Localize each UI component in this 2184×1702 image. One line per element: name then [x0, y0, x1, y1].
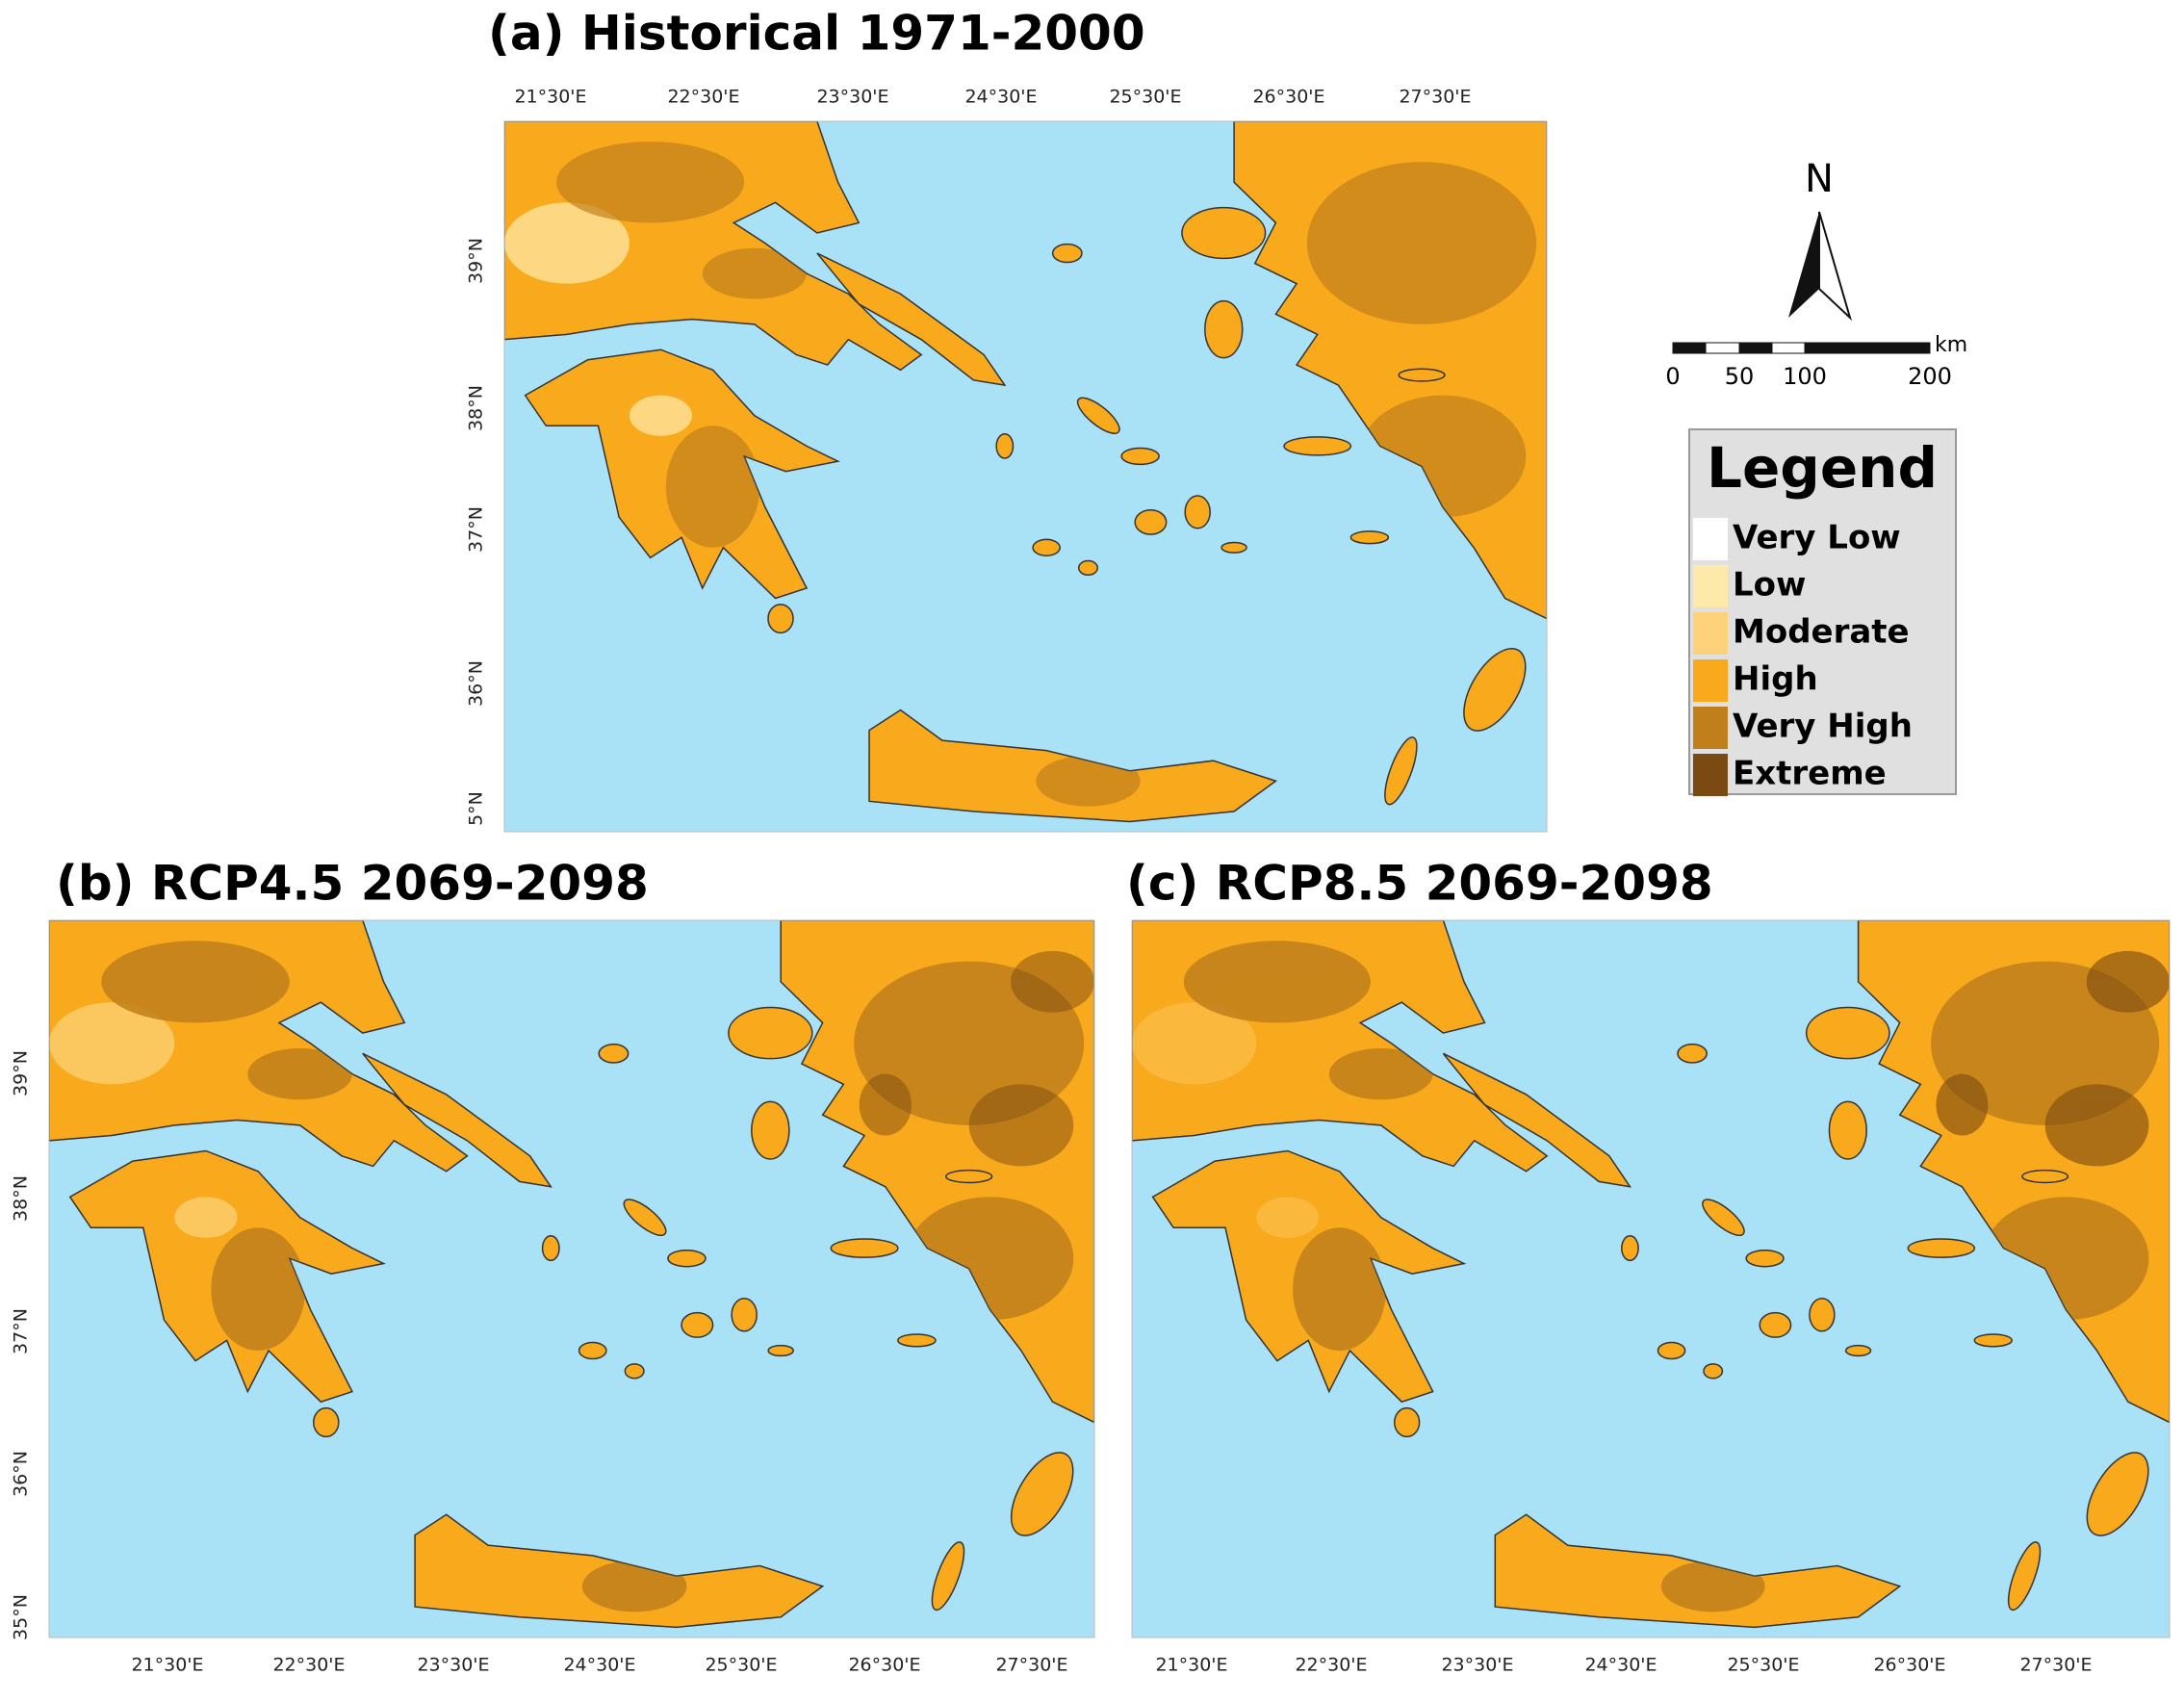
panel-title: (a) Historical 1971-2000 — [488, 6, 1145, 62]
latitude-label: 38°N — [11, 1175, 32, 1222]
map-frame — [503, 120, 1548, 833]
latitude-label: 37°N — [11, 1308, 32, 1354]
longitude-label: 23°30'E — [1441, 1655, 1513, 1676]
latitude-label: 39°N — [11, 1050, 32, 1096]
legend-swatch — [1693, 754, 1728, 796]
north-label: N — [1805, 157, 1834, 201]
legend-title: Legend — [1707, 435, 1938, 501]
legend-label: Moderate — [1733, 613, 1910, 652]
longitude-label: 27°30'E — [2019, 1655, 2092, 1676]
longitude-label: 26°30'E — [1252, 87, 1324, 108]
legend-label: High — [1733, 660, 1818, 699]
map-panel: (a) Historical 1971-2000 21°30'E 22°30'E 23… — [466, 6, 1548, 833]
scale-label: 0 — [1665, 363, 1680, 390]
longitude-label: 25°30'E — [1109, 87, 1181, 108]
longitude-label: 26°30'E — [1873, 1655, 1945, 1676]
longitude-label: 27°30'E — [995, 1655, 1067, 1676]
longitude-label: 22°30'E — [667, 87, 739, 108]
scale-segment — [1771, 342, 1806, 354]
longitude-label: 22°30'E — [272, 1655, 345, 1676]
latitude-label: 39°N — [466, 238, 487, 284]
longitude-label: 25°30'E — [705, 1655, 777, 1676]
longitude-label: 24°30'E — [563, 1655, 635, 1676]
legend-swatch — [1693, 612, 1728, 655]
longitude-label: 27°30'E — [1399, 87, 1471, 108]
scale-segment — [1804, 342, 1931, 354]
arrow-left — [1788, 212, 1819, 318]
legend-box — [1688, 428, 1957, 795]
latitude-label: 36°N — [466, 660, 487, 707]
map-frame — [1131, 919, 2171, 1638]
longitude-label: 22°30'E — [1295, 1655, 1367, 1676]
scale-segment — [1705, 342, 1740, 354]
longitude-label: 26°30'E — [848, 1655, 920, 1676]
legend-label: Very High — [1733, 708, 1913, 746]
panel-title: (b) RCP4.5 2069-2098 — [56, 856, 649, 912]
legend-swatch — [1693, 518, 1728, 560]
longitude-label: 24°30'E — [964, 87, 1037, 108]
legend: Legend Very Low Low Moderate High Very High Ex… — [1688, 428, 1957, 796]
latitude-label: 37°N — [466, 506, 487, 553]
map-panel: (c) RCP8.5 2069-2098 21°30'E 22°30'E 23°30'… — [1126, 856, 2171, 1676]
legend-swatch — [1693, 659, 1728, 702]
scale-label: 100 — [1783, 363, 1827, 390]
legend-label: Very Low — [1733, 519, 1901, 557]
panel-title: (c) RCP8.5 2069-2098 — [1126, 856, 1713, 912]
arrow-right — [1818, 211, 1852, 322]
latitude-label: 5°N — [466, 791, 487, 826]
longitude-label: 23°30'E — [417, 1655, 489, 1676]
longitude-label: 21°30'E — [1155, 1655, 1227, 1676]
scale-label: 50 — [1725, 363, 1755, 390]
latitude-label: 36°N — [11, 1451, 32, 1497]
legend-label: Low — [1733, 566, 1806, 605]
scale-unit: km — [1935, 333, 1967, 357]
north-arrow: N — [1788, 157, 1852, 322]
legend-swatch — [1693, 707, 1728, 749]
scale-bar: 0 50 100 200 km — [1665, 333, 1967, 390]
latitude-label: 38°N — [466, 385, 487, 431]
legend-swatch — [1693, 565, 1728, 607]
scale-label: 200 — [1908, 363, 1952, 390]
map-frame — [48, 919, 1095, 1638]
longitude-label: 21°30'E — [131, 1655, 203, 1676]
longitude-label: 25°30'E — [1727, 1655, 1799, 1676]
latitude-label: 35°N — [11, 1594, 32, 1640]
legend-label: Extreme — [1733, 755, 1887, 793]
longitude-label: 24°30'E — [1584, 1655, 1657, 1676]
map-panel: (b) RCP4.5 2069-2098 21°30'E 22°30'E 23°30'… — [11, 856, 1095, 1676]
longitude-label: 21°30'E — [514, 87, 586, 108]
scale-segment — [1738, 342, 1773, 354]
longitude-label: 23°30'E — [816, 87, 888, 108]
scale-segment — [1672, 342, 1707, 354]
